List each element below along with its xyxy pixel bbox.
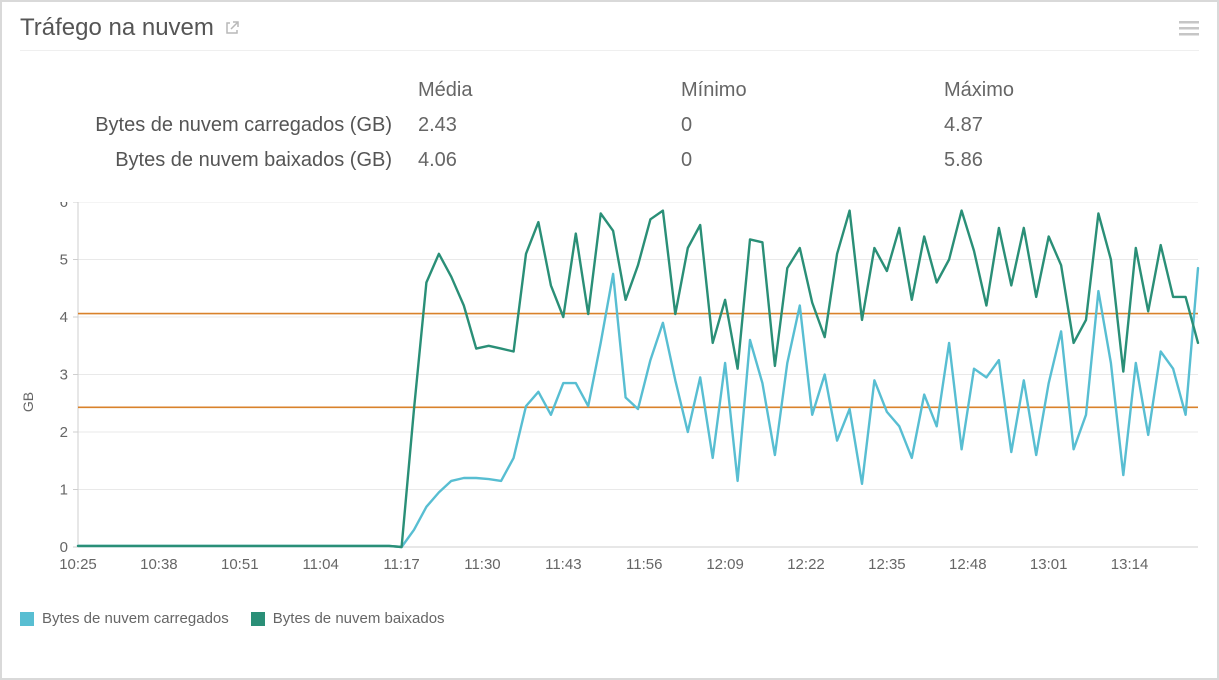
- legend-label-downloaded: Bytes de nuvem baixados: [273, 610, 445, 627]
- stats-cell-max: 5.86: [936, 143, 1199, 178]
- stats-row-label: Bytes de nuvem carregados (GB): [20, 108, 410, 143]
- stats-row-uploaded: Bytes de nuvem carregados (GB) 2.43 0 4.…: [20, 108, 1199, 143]
- svg-text:3: 3: [60, 367, 68, 384]
- svg-text:11:04: 11:04: [302, 556, 338, 573]
- stats-cell-avg: 4.06: [410, 143, 673, 178]
- svg-text:12:48: 12:48: [949, 556, 987, 573]
- chart-area: GB 0 1 2 3 4 5 6 10:25 10:38 10:51 11:04 11:17 11:30…: [20, 202, 1199, 602]
- svg-text:12:35: 12:35: [868, 556, 906, 573]
- svg-text:1: 1: [60, 482, 68, 499]
- svg-text:11:56: 11:56: [626, 556, 662, 573]
- svg-text:10:51: 10:51: [221, 556, 259, 573]
- svg-text:12:09: 12:09: [706, 556, 744, 573]
- legend-swatch-uploaded: [20, 612, 34, 626]
- y-axis-label: GB: [20, 392, 36, 412]
- stats-cell-min: 0: [673, 108, 936, 143]
- stats-cell-avg: 2.43: [410, 108, 673, 143]
- stats-header-max: Máximo: [936, 73, 1199, 108]
- panel-menu-icon[interactable]: [1179, 20, 1199, 36]
- panel-title: Tráfego na nuvem: [20, 14, 214, 42]
- stats-cell-min: 0: [673, 143, 936, 178]
- panel-title-wrap: Tráfego na nuvem: [20, 14, 240, 42]
- stats-header-min: Mínimo: [673, 73, 936, 108]
- svg-text:13:14: 13:14: [1111, 556, 1149, 573]
- chart-legend: Bytes de nuvem carregados Bytes de nuvem…: [20, 610, 1199, 627]
- stats-header-row: Média Mínimo Máximo: [20, 73, 1199, 108]
- svg-text:10:25: 10:25: [59, 556, 97, 573]
- cloud-traffic-panel: Tráfego na nuvem Méd: [0, 0, 1219, 680]
- legend-item-uploaded[interactable]: Bytes de nuvem carregados: [20, 610, 229, 627]
- legend-item-downloaded[interactable]: Bytes de nuvem baixados: [251, 610, 445, 627]
- legend-label-uploaded: Bytes de nuvem carregados: [42, 610, 229, 627]
- line-chart: 0 1 2 3 4 5 6 10:25 10:38 10:51 11:04 11:17 11:30 11:…: [20, 202, 1208, 577]
- stats-table: Média Mínimo Máximo Bytes de nuvem carre…: [20, 73, 1199, 178]
- svg-text:2: 2: [60, 424, 68, 441]
- svg-text:5: 5: [60, 252, 68, 269]
- stats-header-avg: Média: [410, 73, 673, 108]
- svg-text:0: 0: [60, 539, 68, 556]
- stats-cell-max: 4.87: [936, 108, 1199, 143]
- stats-row-label: Bytes de nuvem baixados (GB): [20, 143, 410, 178]
- svg-text:13:01: 13:01: [1030, 556, 1068, 573]
- svg-text:4: 4: [60, 309, 68, 326]
- svg-text:11:30: 11:30: [464, 556, 500, 573]
- stats-row-downloaded: Bytes de nuvem baixados (GB) 4.06 0 5.86: [20, 143, 1199, 178]
- panel-header: Tráfego na nuvem: [20, 14, 1199, 51]
- svg-text:10:38: 10:38: [140, 556, 178, 573]
- svg-text:11:17: 11:17: [383, 556, 419, 573]
- svg-text:11:43: 11:43: [545, 556, 581, 573]
- legend-swatch-downloaded: [251, 612, 265, 626]
- svg-text:6: 6: [60, 202, 68, 211]
- svg-text:12:22: 12:22: [787, 556, 825, 573]
- popout-icon[interactable]: [224, 20, 240, 36]
